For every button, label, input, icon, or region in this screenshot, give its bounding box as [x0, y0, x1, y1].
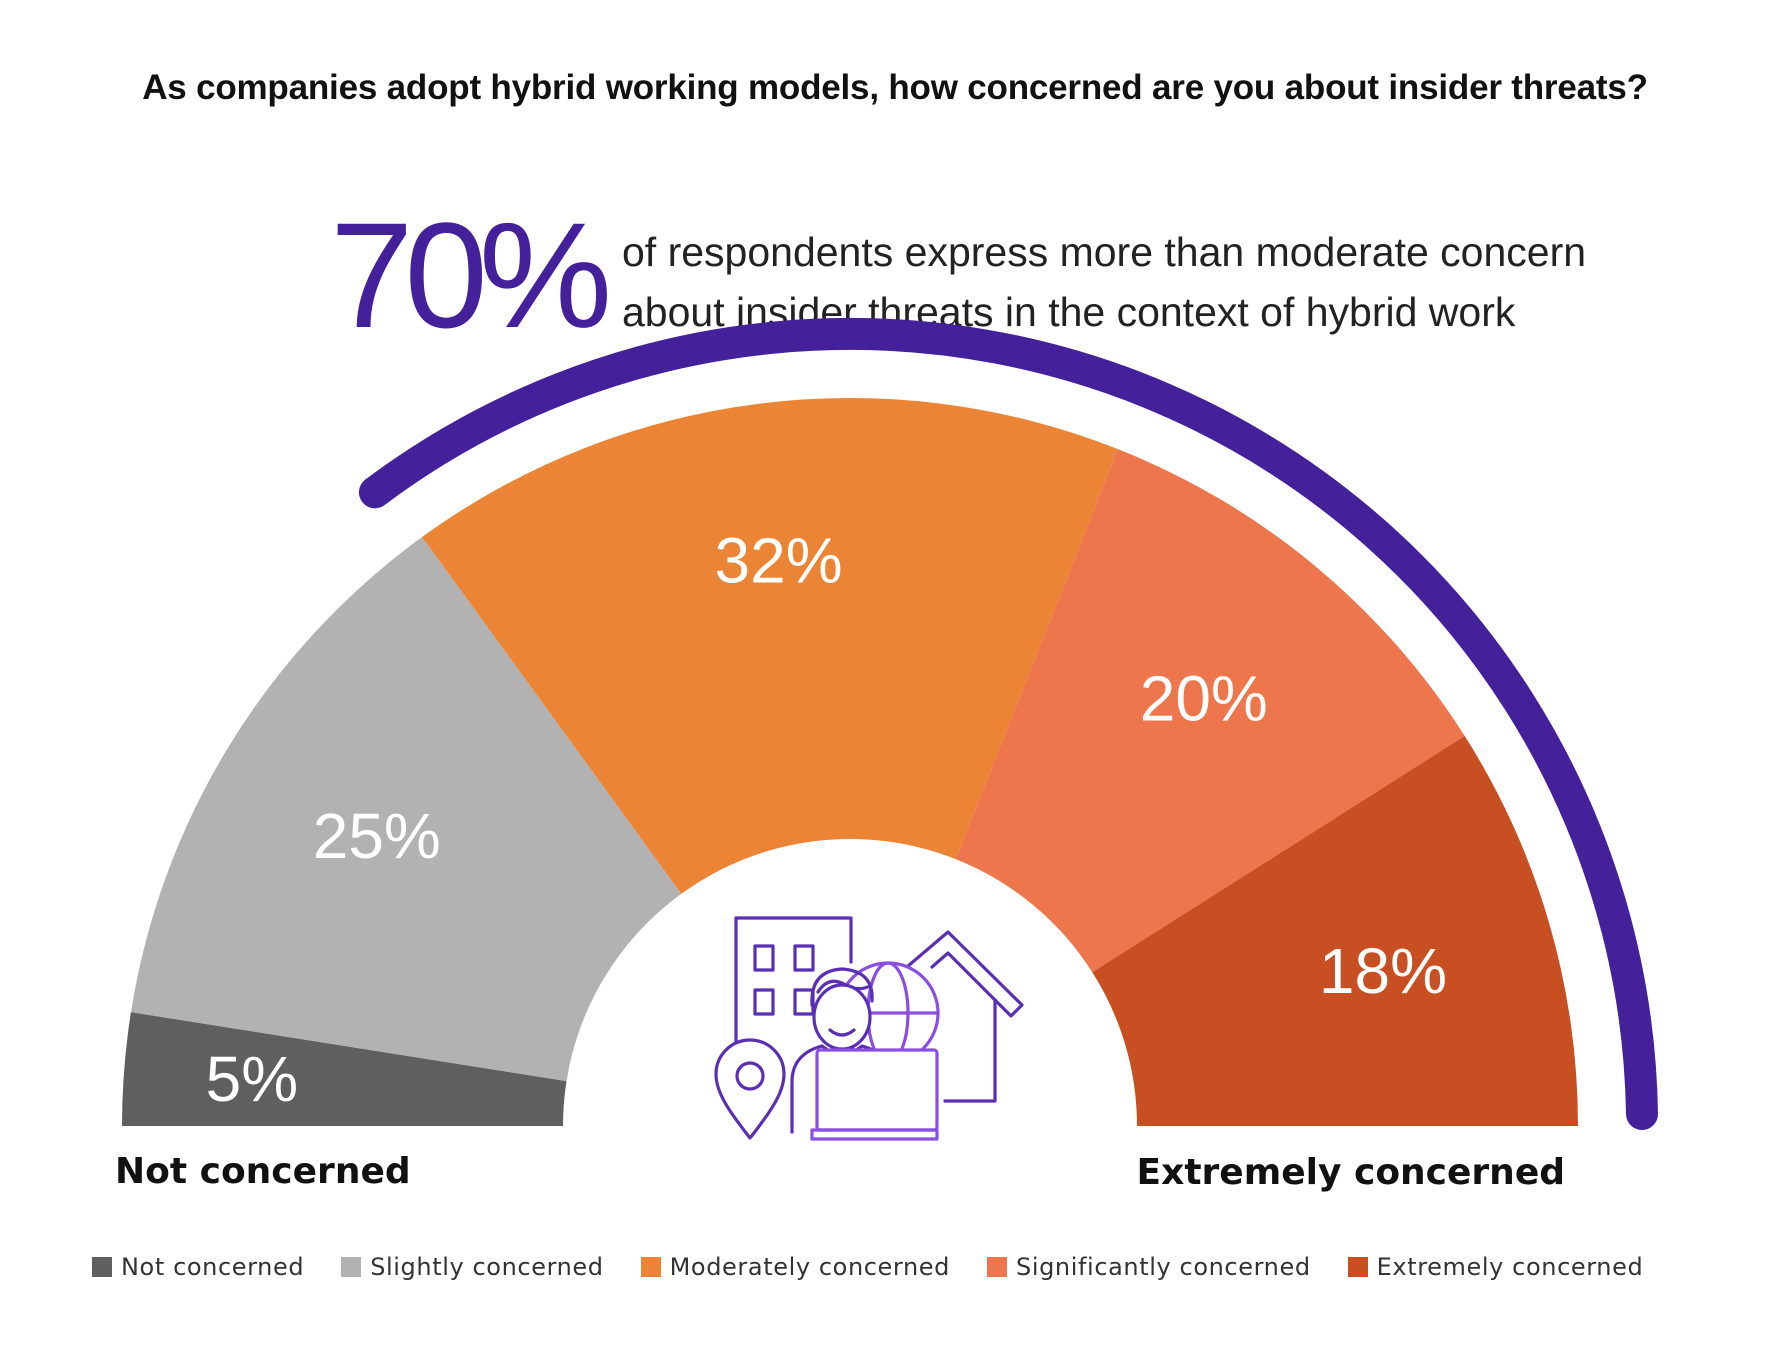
- legend-item: Extremely concerned: [1347, 1253, 1644, 1281]
- legend: Not concerned Slightly concerned Moderatel…: [92, 1253, 1643, 1281]
- label-moderately-concerned: 32%: [715, 524, 843, 596]
- laptop-icon: [810, 1048, 939, 1141]
- label-slightly-concerned: 25%: [313, 800, 441, 872]
- office-building-icon: [734, 916, 853, 1054]
- scale-end-label: Extremely concerned: [1137, 1152, 1565, 1193]
- slice-moderately-concerned: [422, 398, 1118, 894]
- legend-label: Extremely concerned: [1376, 1253, 1644, 1281]
- slices-layer: [122, 398, 1578, 1126]
- legend-swatch: [341, 1257, 362, 1277]
- highlight-arc: [358, 317, 1658, 1130]
- labels-layer: 5% 25% 32% 20% 18%: [206, 524, 1447, 1114]
- label-not-concerned: 5%: [206, 1043, 299, 1115]
- slice-slightly-concerned: [130, 537, 682, 1082]
- legend-swatch: [1347, 1257, 1368, 1277]
- headline-line-1: of respondents express more than moderat…: [622, 229, 1587, 275]
- legend-label: Significantly concerned: [1015, 1253, 1311, 1281]
- hybrid-worker-icon: [714, 916, 1024, 1141]
- legend-swatch: [92, 1257, 112, 1277]
- slice-significantly-concerned: [955, 449, 1465, 973]
- label-extremely-concerned: 18%: [1319, 935, 1447, 1007]
- slice-extremely-concerned: [1092, 735, 1578, 1126]
- legend-swatch: [640, 1257, 661, 1277]
- house-icon: [906, 930, 1024, 1103]
- headline-stat: 70%: [330, 191, 612, 359]
- legend-label: Moderately concerned: [669, 1253, 950, 1281]
- legend-item: Slightly concerned: [341, 1253, 603, 1281]
- legend-item: Not concerned: [92, 1253, 304, 1281]
- chart-title: As companies adopt hybrid working models…: [142, 68, 1648, 107]
- location-pin-icon: [714, 1038, 786, 1140]
- scale-start-label: Not concerned: [115, 1151, 411, 1192]
- legend-label: Not concerned: [121, 1253, 305, 1281]
- person-icon: [790, 967, 894, 1134]
- label-significantly-concerned: 20%: [1140, 662, 1268, 734]
- slice-not-concerned: [122, 1012, 567, 1126]
- legend-item: Significantly concerned: [986, 1253, 1311, 1281]
- legend-swatch: [986, 1257, 1007, 1277]
- legend-item: Moderately concerned: [640, 1253, 950, 1281]
- legend-label: Slightly concerned: [370, 1253, 604, 1281]
